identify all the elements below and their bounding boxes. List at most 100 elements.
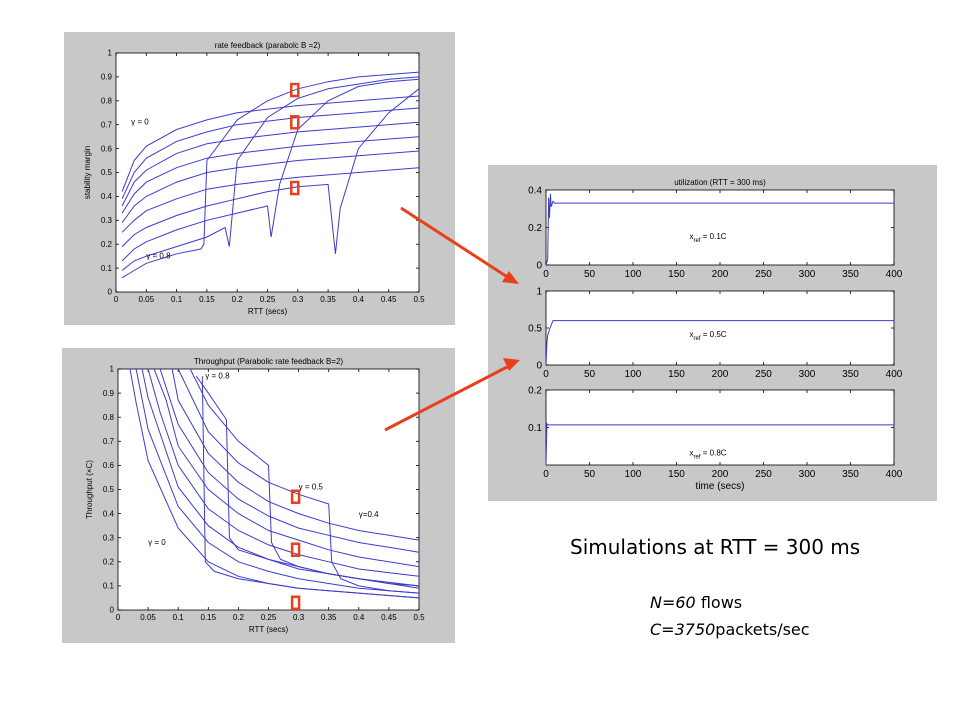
x-tick-label: 0 bbox=[543, 369, 549, 380]
x-tick-label: 50 bbox=[584, 269, 596, 280]
x-tick-label: 0.05 bbox=[140, 613, 156, 622]
x-tick-label: 0.25 bbox=[261, 613, 277, 622]
x-tick-label: 0.35 bbox=[321, 613, 337, 622]
simulation-caption: Simulations at RTT = 300 ms bbox=[570, 535, 861, 559]
series-line bbox=[159, 368, 420, 553]
x-tick-label: 100 bbox=[625, 269, 642, 280]
series-line bbox=[147, 368, 420, 577]
x-tick-label: 0.25 bbox=[260, 295, 276, 304]
y-tick-label: 0.8 bbox=[103, 413, 115, 422]
x-tick-label: 350 bbox=[842, 269, 859, 280]
series-line bbox=[135, 368, 420, 594]
y-tick-label: 0.1 bbox=[528, 423, 542, 434]
x-tick-label: 100 bbox=[625, 369, 642, 380]
x-tick-label: 300 bbox=[799, 469, 816, 480]
utilization-chart-panel: 0 50 100 150 200 250 300 350 400 0 0.2 0.4 utilizati… bbox=[488, 165, 937, 501]
flows-unit: flows bbox=[700, 593, 743, 612]
y-tick-label: 0.5 bbox=[528, 323, 542, 334]
plot-area bbox=[117, 368, 420, 611]
highlight-marker bbox=[290, 82, 300, 98]
x-tick-label: 0.1 bbox=[173, 613, 185, 622]
y-tick-label: 0.5 bbox=[101, 168, 113, 177]
series-line bbox=[121, 167, 420, 233]
y-tick-label: 0.4 bbox=[101, 192, 113, 201]
series-line bbox=[121, 95, 420, 192]
x-axis-label: time (secs) bbox=[696, 481, 745, 492]
series-annotation: γ=0.4 bbox=[359, 510, 379, 519]
series-line bbox=[545, 320, 894, 366]
plot-area bbox=[545, 290, 895, 366]
x-tick-label: 0.3 bbox=[292, 295, 304, 304]
y-tick-label: 1 bbox=[108, 49, 113, 58]
x-axis-label: RTT (secs) bbox=[249, 625, 289, 634]
flows-note: N=60 flows bbox=[650, 593, 742, 612]
y-tick-label: 0.7 bbox=[103, 437, 115, 446]
y-tick-label: 0.4 bbox=[103, 509, 115, 518]
throughput-chart: 0 0.05 0.1 0.15 0.2 0.25 0.3 0.35 0.4 0.45 0.5 0 0.1… bbox=[85, 357, 425, 634]
x-tick-label: 350 bbox=[842, 469, 859, 480]
y-tick-label: 0.4 bbox=[528, 185, 542, 196]
x-tick-label: 0 bbox=[543, 269, 549, 280]
x-tick-label: 0.3 bbox=[293, 613, 305, 622]
y-axis-label: Throughput (×C) bbox=[85, 460, 94, 519]
y-tick-label: 0.9 bbox=[103, 389, 115, 398]
x-tick-label: 50 bbox=[584, 369, 596, 380]
x-tick-label: 100 bbox=[625, 469, 642, 480]
highlight-marker bbox=[290, 595, 301, 611]
x-tick-label: 0.1 bbox=[171, 295, 183, 304]
x-tick-label: 0.35 bbox=[320, 295, 336, 304]
y-tick-label: 0.7 bbox=[101, 120, 113, 129]
x-tick-label: 400 bbox=[886, 269, 903, 280]
x-tick-label: 0.2 bbox=[232, 295, 244, 304]
highlight-marker bbox=[290, 180, 300, 196]
series-annotation: xref = 0.1C bbox=[690, 232, 727, 244]
y-tick-label: 0.2 bbox=[101, 240, 113, 249]
highlight-marker bbox=[290, 542, 301, 557]
series-line bbox=[121, 136, 420, 214]
stability-chart-panel: 0 0.05 0.1 0.15 0.2 0.25 0.3 0.35 0.4 0.45 0.5 0 0.1… bbox=[64, 32, 455, 325]
x-tick-label: 0.2 bbox=[233, 613, 245, 622]
x-tick-label: 0.45 bbox=[381, 295, 397, 304]
series-line bbox=[201, 376, 420, 599]
y-tick-label: 0.1 bbox=[101, 264, 113, 273]
y-tick-label: 0.5 bbox=[103, 485, 115, 494]
throughput-chart-panel: 0 0.05 0.1 0.15 0.2 0.25 0.3 0.35 0.4 0.45 0.5 0 0.1… bbox=[62, 348, 455, 643]
y-tick-label: 0.2 bbox=[103, 557, 115, 566]
x-tick-label: 50 bbox=[584, 469, 596, 480]
x-tick-label: 0.4 bbox=[353, 613, 365, 622]
y-tick-label: 0.2 bbox=[528, 385, 542, 396]
y-tick-label: 0 bbox=[536, 360, 542, 371]
chart-title: Throughput (Parabolic rate feedback B=2) bbox=[194, 357, 344, 366]
y-tick-label: 0 bbox=[108, 288, 113, 297]
plot-area bbox=[545, 189, 895, 266]
series-line bbox=[545, 193, 894, 266]
y-tick-label: 0.8 bbox=[101, 96, 113, 105]
y-axis-label: stability margin bbox=[83, 146, 92, 199]
x-tick-label: 150 bbox=[668, 369, 685, 380]
flows-value: N=60 bbox=[650, 593, 696, 612]
chart-title: rate feedback (parabolc B =2) bbox=[215, 41, 321, 50]
x-tick-label: 0.15 bbox=[199, 295, 215, 304]
x-tick-label: 150 bbox=[668, 269, 685, 280]
x-tick-label: 300 bbox=[799, 269, 816, 280]
x-tick-label: 250 bbox=[755, 369, 772, 380]
series-annotation: xref = 0.5C bbox=[690, 330, 727, 342]
capacity-unit: packets/sec bbox=[715, 620, 810, 639]
capacity-value: C=3750 bbox=[650, 620, 716, 639]
stability-chart: 0 0.05 0.1 0.15 0.2 0.25 0.3 0.35 0.4 0.45 0.5 0 0.1… bbox=[83, 41, 425, 316]
x-tick-label: 0.5 bbox=[413, 295, 425, 304]
x-tick-label: 400 bbox=[886, 469, 903, 480]
highlight-marker bbox=[290, 489, 301, 504]
series-line bbox=[545, 422, 894, 466]
series-annotation: γ = 0.8 bbox=[205, 372, 230, 381]
series-annotation: γ = 0 bbox=[131, 118, 149, 127]
series-line bbox=[153, 368, 420, 568]
series-line bbox=[171, 368, 420, 541]
highlight-marker bbox=[290, 115, 300, 130]
x-tick-label: 250 bbox=[755, 269, 772, 280]
y-tick-label: 1 bbox=[536, 286, 542, 297]
x-tick-label: 0 bbox=[543, 469, 549, 480]
series-annotation: γ = 0.5 bbox=[299, 483, 324, 492]
series-annotation: γ = 0 bbox=[148, 538, 166, 547]
x-tick-label: 200 bbox=[712, 369, 729, 380]
